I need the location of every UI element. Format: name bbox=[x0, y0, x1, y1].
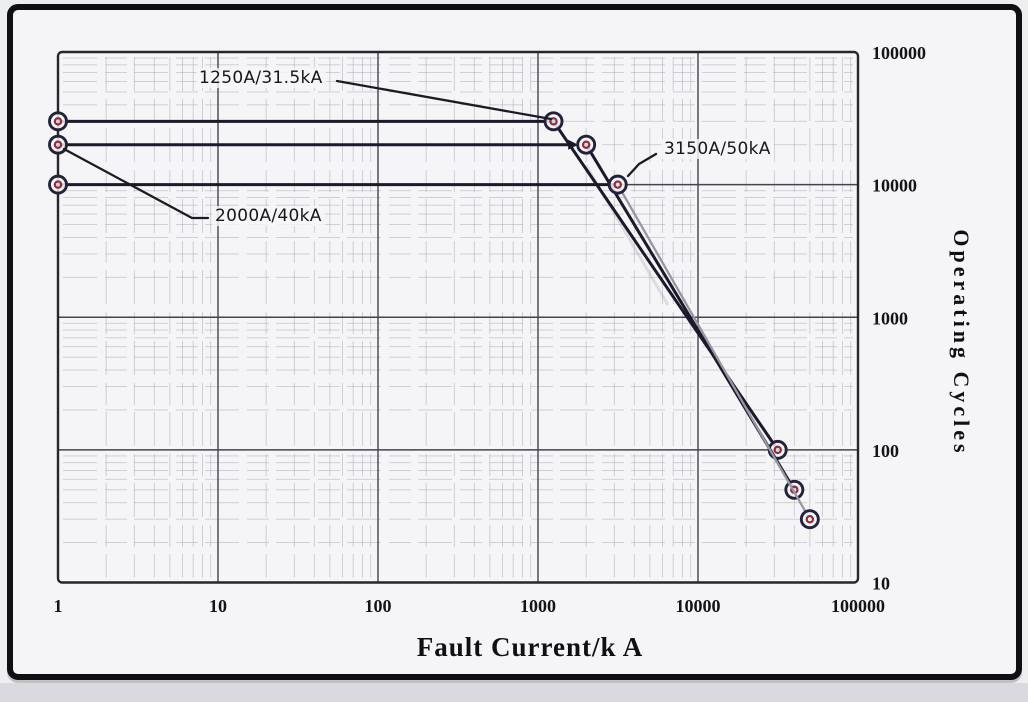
x-tick-label: 100000 bbox=[831, 596, 885, 616]
y-tick-label: 10 bbox=[872, 574, 890, 594]
x-tick-label: 10 bbox=[209, 596, 227, 616]
marker-inner-3150A/50kA bbox=[613, 180, 622, 189]
marker-outer-2000A/40kA bbox=[576, 134, 597, 155]
y-tick-label: 10000 bbox=[872, 176, 917, 196]
arrowhead-2000A/40kA bbox=[568, 139, 579, 150]
x-axis-title: Fault Current/k A bbox=[416, 632, 644, 662]
marker-outer-3150A/50kA bbox=[48, 174, 68, 195]
annotation-1250A-31.5kA: 1250A/31.5kA bbox=[196, 68, 326, 88]
marker-outer-1250A/31.5kA bbox=[543, 111, 564, 132]
marker-outer-2000A/40kA bbox=[48, 134, 68, 155]
leader-line-1250A/31.5kA bbox=[335, 79, 553, 121]
leader-line-3150A/50kA bbox=[626, 152, 658, 178]
y-tick-label: 100000 bbox=[872, 43, 926, 63]
y-tick-label: 100 bbox=[872, 441, 899, 461]
chart-outer-frame bbox=[7, 4, 1022, 680]
plot-border bbox=[56, 50, 860, 584]
y-axis-title: Operating Cycles bbox=[949, 229, 974, 457]
marker-inner-2000A/40kA bbox=[53, 140, 63, 149]
marker-outer-1250A/31.5kA bbox=[48, 111, 68, 132]
marker-inner-3150A/50kA bbox=[805, 514, 815, 524]
marker-outer-3150A/50kA bbox=[799, 509, 820, 530]
series-drop-3150A/50kA bbox=[616, 183, 811, 521]
x-tick-label: 1000 bbox=[520, 596, 556, 616]
x-tick-label: 100 bbox=[365, 596, 392, 616]
annotation-2000A-40kA: 2000A/40kA bbox=[212, 206, 325, 226]
x-tick-label: 10000 bbox=[676, 596, 721, 616]
marker-inner-2000A/40kA bbox=[581, 140, 591, 149]
series-drop-1250A/31.5kA bbox=[552, 119, 780, 452]
leader-line-2000A/40kA bbox=[62, 147, 210, 220]
marker-inner-3150A/50kA bbox=[53, 180, 63, 189]
marker-inner-1250A/31.5kA bbox=[53, 117, 63, 126]
page-bottom-strip bbox=[0, 683, 1028, 702]
marker-inner-1250A/31.5kA bbox=[773, 445, 782, 455]
annotation-3150A-50kA: 3150A/50kA bbox=[661, 139, 774, 159]
marker-outer-3150A/50kA bbox=[607, 174, 628, 195]
y-tick-label: 1000 bbox=[872, 308, 908, 328]
marker-inner-1250A/31.5kA bbox=[549, 117, 558, 126]
x-tick-label: 1 bbox=[54, 596, 63, 616]
